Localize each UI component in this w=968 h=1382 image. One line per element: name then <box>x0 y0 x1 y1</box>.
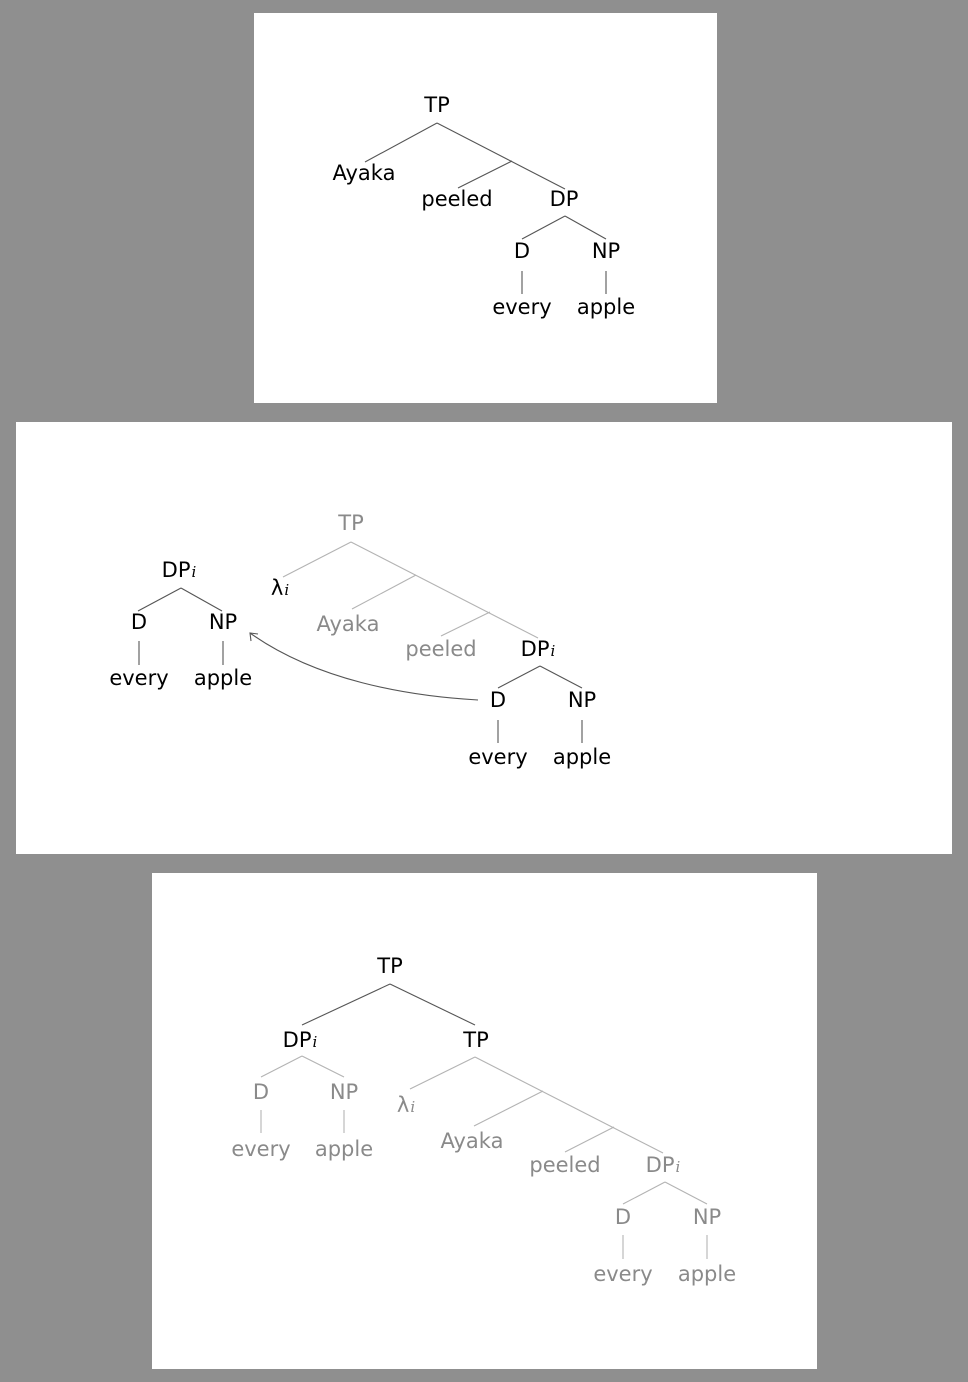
leaf-every: every <box>492 295 551 319</box>
node-ayaka: Ayaka <box>333 161 396 185</box>
node-tp: TP <box>423 93 450 117</box>
moved-node-d: D <box>131 610 147 634</box>
dp-index: i <box>313 1033 318 1051</box>
node-peeled: peeled <box>421 187 492 211</box>
node-dp: DPi <box>521 637 556 661</box>
node-dp: DP <box>550 187 579 211</box>
edge-moved-dp-np <box>180 587 223 612</box>
node-peeled: peeled <box>405 637 476 661</box>
edge-dp-d <box>497 665 541 689</box>
edge-dp-np <box>539 665 583 689</box>
edge-tp-lambda <box>282 541 352 578</box>
node-dp: DPi <box>283 1028 318 1052</box>
slide-3: TP DPi TP D NP every apple λi Ayaka peel… <box>152 873 817 1369</box>
tree-diagram-2: DPi D NP every apple TP λi Ayaka peeled … <box>109 511 611 769</box>
edge-tp-dp <box>436 122 566 190</box>
leaf-every: every <box>231 1137 290 1161</box>
gray-edges <box>260 1055 708 1259</box>
root-edges <box>301 983 476 1026</box>
edge-dp-d <box>260 1055 303 1078</box>
leaf-every: every <box>468 745 527 769</box>
dp-label: DP <box>283 1028 312 1052</box>
node-np: NP <box>592 239 620 263</box>
moved-dp-label: DP <box>162 558 191 582</box>
tree-edges-gray <box>282 541 539 639</box>
node-d: D <box>490 688 506 712</box>
lambda-index: i <box>284 581 289 599</box>
lambda-index: i <box>410 1098 415 1116</box>
moved-dp-edges <box>137 587 224 665</box>
leaf-apple: apple <box>577 295 635 319</box>
tree-diagram-1: TP Ayaka peeled DP D NP every apple <box>333 93 636 319</box>
edge-dp-d <box>521 215 566 240</box>
tree-edges-dp <box>497 665 583 743</box>
node-d2: D <box>615 1205 631 1229</box>
edge-tp-spine <box>350 541 539 639</box>
movement-arrow <box>249 632 479 701</box>
edge-dp2-np <box>664 1181 708 1205</box>
arrow-head <box>249 632 259 642</box>
moved-leaf-apple: apple <box>194 666 252 690</box>
edge-root-tp <box>389 983 476 1026</box>
edge-peeled <box>564 1126 615 1153</box>
node-lambda: λi <box>397 1093 415 1117</box>
node-ayaka: Ayaka <box>441 1129 504 1153</box>
lambda-label: λ <box>397 1093 409 1117</box>
node-tp: TP <box>337 511 364 535</box>
edge-tp-lambda <box>409 1056 476 1090</box>
lambda-label: λ <box>271 576 283 600</box>
edge-dp-np <box>564 215 607 240</box>
edge-tp-ayaka <box>364 122 438 163</box>
edge-peeled <box>457 160 513 189</box>
arrow-curve <box>249 632 479 701</box>
dp2-label: DP <box>646 1153 675 1177</box>
node-dp2: DPi <box>646 1153 681 1177</box>
node-np: NP <box>330 1080 358 1104</box>
node-d: D <box>514 239 530 263</box>
moved-node-np: NP <box>209 610 237 634</box>
node-tp-inner: TP <box>462 1028 489 1052</box>
edge-dp2-d <box>622 1181 666 1205</box>
moved-leaf-every: every <box>109 666 168 690</box>
leaf-every2: every <box>593 1262 652 1286</box>
moved-node-dp: DPi <box>162 558 197 582</box>
node-np2: NP <box>693 1205 721 1229</box>
slide-1: TP Ayaka peeled DP D NP every apple <box>254 13 717 403</box>
dp-label: DP <box>521 637 550 661</box>
edge-tp-spine <box>474 1056 664 1154</box>
edge-ayaka <box>351 574 417 610</box>
node-peeled: peeled <box>529 1153 600 1177</box>
node-d: D <box>253 1080 269 1104</box>
leaf-apple: apple <box>315 1137 373 1161</box>
leaf-apple2: apple <box>678 1262 736 1286</box>
edge-dp-np <box>301 1055 345 1078</box>
dp-index: i <box>551 642 556 660</box>
node-np: NP <box>568 688 596 712</box>
moved-dp-index: i <box>192 563 197 581</box>
node-lambda: λi <box>271 576 289 600</box>
edge-peeled <box>440 611 491 637</box>
edge-root-dp <box>301 983 391 1026</box>
node-ayaka: Ayaka <box>317 612 380 636</box>
tree-diagram-3: TP DPi TP D NP every apple λi Ayaka peel… <box>231 954 736 1286</box>
leaf-apple: apple <box>553 745 611 769</box>
node-tp-root: TP <box>376 954 403 978</box>
tree-edges <box>364 122 607 294</box>
dp2-index: i <box>676 1158 681 1176</box>
edge-moved-dp-d <box>137 587 182 612</box>
slide-2: DPi D NP every apple TP λi Ayaka peeled … <box>16 422 952 854</box>
edge-ayaka <box>473 1090 544 1127</box>
